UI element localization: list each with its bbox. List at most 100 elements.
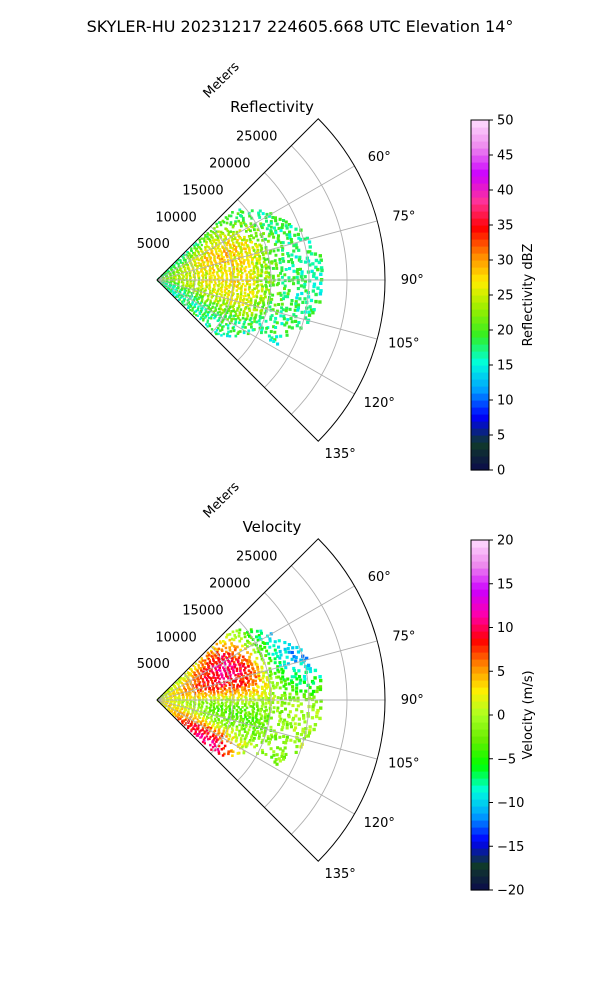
radar-gate	[238, 663, 242, 667]
radar-gate	[261, 641, 265, 644]
radar-gate	[220, 255, 224, 258]
radar-gate	[166, 288, 169, 290]
radar-gate	[194, 729, 197, 732]
colorbar-band	[471, 414, 489, 422]
radar-gate	[182, 677, 185, 680]
radar-gate	[242, 331, 246, 335]
radar-gate	[314, 265, 318, 270]
radar-gate	[280, 225, 284, 229]
radar-gate	[199, 712, 202, 715]
radar-gate	[247, 307, 251, 311]
radar-gate	[175, 689, 178, 692]
radar-gate	[252, 687, 255, 690]
radar-gate	[210, 718, 213, 721]
radar-gate	[248, 279, 251, 282]
radar-gate	[289, 258, 293, 262]
radar-gate	[227, 293, 230, 297]
colorbar-band	[471, 155, 489, 163]
radar-gate	[302, 674, 307, 679]
radar-gate	[182, 259, 185, 262]
radar-gate	[236, 700, 239, 704]
radar-gate	[195, 302, 198, 305]
radar-gate	[311, 708, 315, 712]
radar-gate	[212, 708, 215, 711]
radar-gate	[266, 239, 270, 243]
radar-gate	[280, 306, 284, 310]
radar-gate	[216, 319, 219, 322]
radar-gate	[254, 720, 258, 724]
radar-gate	[219, 258, 222, 261]
radar-gate	[237, 321, 241, 324]
radar-gate	[199, 736, 202, 739]
radar-gate	[242, 311, 246, 314]
radar-gate	[183, 700, 185, 702]
radar-gate	[232, 684, 235, 687]
radar-gate	[223, 744, 227, 748]
radar-gate	[246, 314, 250, 318]
radar-gate	[242, 313, 245, 317]
radar-gate	[191, 300, 194, 303]
range-grid-arc	[237, 199, 272, 361]
radar-gate	[176, 707, 179, 710]
radar-gate	[195, 721, 198, 724]
radar-gate	[233, 276, 237, 279]
radar-gate	[201, 678, 204, 681]
radar-gate	[268, 275, 271, 279]
radar-gate	[317, 260, 322, 265]
radar-gate	[291, 685, 295, 689]
radar-gate	[206, 655, 209, 658]
radar-gate	[240, 268, 243, 271]
radar-gate	[195, 243, 198, 246]
radar-gate	[200, 283, 203, 286]
radar-gate	[203, 665, 206, 669]
radar-gate	[272, 283, 275, 287]
radar-gate	[233, 735, 236, 739]
radar-panel-velocity: Velocity500010000150002000025000Meters60…	[137, 479, 536, 898]
radar-gate	[222, 658, 225, 661]
radar-gate	[250, 325, 253, 329]
radar-gate	[182, 295, 184, 298]
radar-gate	[215, 651, 219, 654]
radar-gate	[231, 288, 235, 291]
radar-gate	[297, 722, 301, 726]
radar-gate	[207, 306, 210, 309]
radar-gate	[217, 691, 220, 694]
radar-gate	[215, 291, 218, 295]
radar-gate	[243, 320, 246, 324]
radar-gate	[314, 299, 318, 304]
radar-gate	[174, 713, 176, 716]
radar-gate	[214, 735, 217, 738]
radar-gate	[265, 719, 269, 723]
radar-gate	[319, 699, 323, 703]
radar-gate	[210, 234, 213, 237]
radar-gate	[221, 649, 224, 652]
radar-gate	[204, 661, 207, 664]
radar-gate	[265, 307, 268, 310]
radar-gate	[187, 264, 190, 267]
radar-gate	[232, 309, 235, 313]
radar-gate	[274, 262, 278, 266]
radar-gate	[285, 306, 289, 310]
angular-tick-label: 120°	[364, 816, 395, 831]
radar-gate	[299, 237, 303, 242]
radar-gate	[197, 287, 200, 290]
radar-gate	[166, 701, 169, 703]
radar-gate	[198, 281, 201, 284]
radar-gate	[267, 223, 271, 227]
radar-gate	[281, 252, 285, 256]
radar-gate	[241, 688, 244, 692]
radar-gate	[224, 701, 227, 704]
radar-gate	[208, 238, 211, 241]
radar-gate	[283, 718, 287, 722]
radar-gate	[260, 283, 263, 287]
radar-gate	[231, 653, 234, 656]
radar-gate	[178, 709, 181, 712]
radar-gate	[308, 729, 312, 733]
radar-gate	[207, 295, 210, 298]
radar-gate	[239, 716, 243, 719]
radar-gate	[260, 263, 263, 267]
radar-gate	[295, 708, 299, 712]
radar-gate	[293, 675, 297, 679]
radar-gate	[225, 311, 229, 314]
radar-gate	[245, 718, 249, 721]
